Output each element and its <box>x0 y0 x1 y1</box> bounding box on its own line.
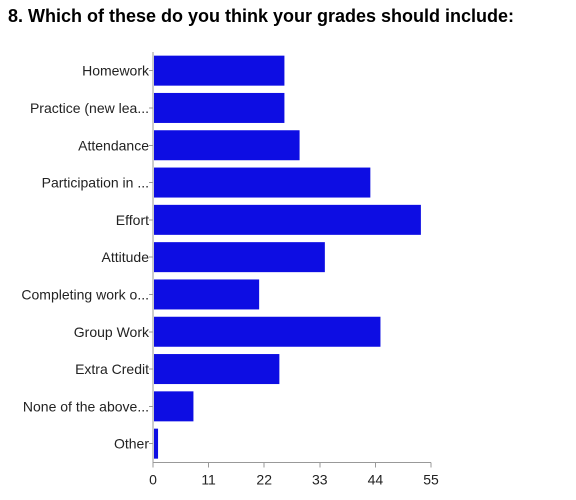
bar-1 <box>154 92 285 123</box>
x-tick-label: 44 <box>368 471 384 487</box>
category-labels-group: Homework Practice (new lea... Attendance Pa… <box>21 63 153 452</box>
x-tick-label: 55 <box>423 471 439 487</box>
category-label: Practice (new lea... <box>30 100 149 116</box>
category-label: None of the above... <box>23 398 149 414</box>
x-tick-label: 33 <box>312 471 328 487</box>
category-label: Completing work o... <box>21 286 149 302</box>
bars-group <box>154 55 421 459</box>
bar-3 <box>154 167 371 198</box>
x-tick-label: 22 <box>256 471 272 487</box>
bar-2 <box>154 130 300 161</box>
bar-9 <box>154 391 194 422</box>
bar-0 <box>154 55 285 86</box>
x-ticks-group: 0 11 22 33 44 55 <box>149 462 439 487</box>
category-label: Homework <box>82 63 150 79</box>
bar-6 <box>154 279 260 310</box>
chart-title: 8. Which of these do you think your grad… <box>8 6 515 26</box>
category-label: Attitude <box>102 249 150 265</box>
category-label: Effort <box>116 212 149 228</box>
category-label: Participation in ... <box>42 175 149 191</box>
bar-10 <box>154 428 159 459</box>
category-label: Other <box>114 436 149 452</box>
x-tick-label: 11 <box>201 471 216 487</box>
x-tick-label: 0 <box>149 471 157 487</box>
bar-8 <box>154 354 280 385</box>
category-label: Attendance <box>78 137 149 153</box>
category-label: Group Work <box>74 324 150 340</box>
bar-4 <box>154 204 421 235</box>
category-label: Extra Credit <box>75 361 149 377</box>
bar-5 <box>154 242 325 273</box>
bar-7 <box>154 316 381 347</box>
